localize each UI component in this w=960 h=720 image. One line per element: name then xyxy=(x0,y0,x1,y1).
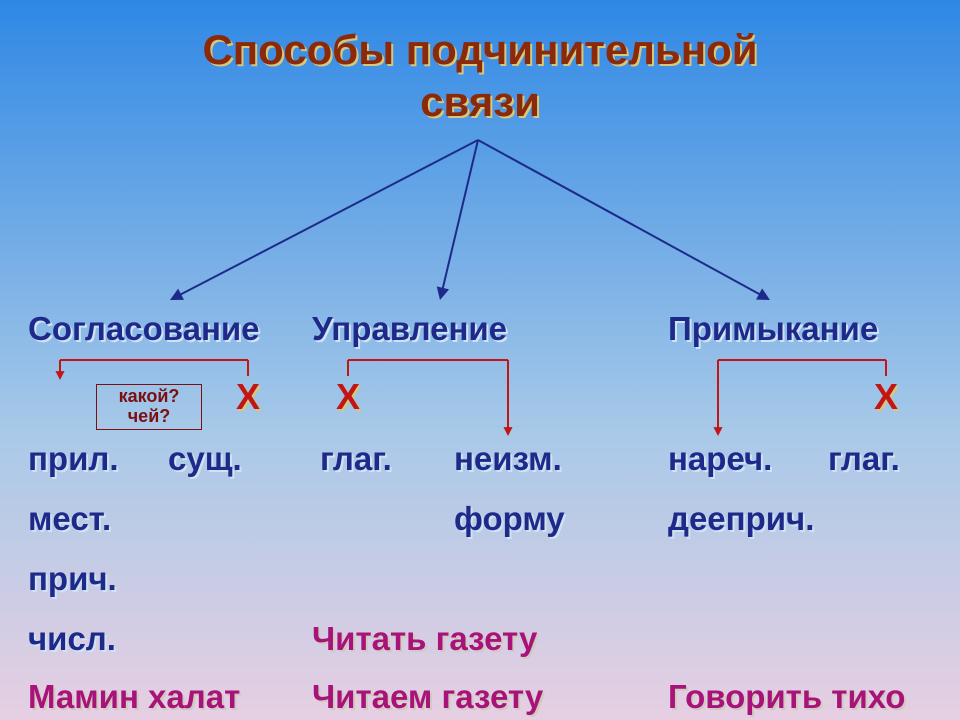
title-line-2: связи xyxy=(0,78,960,126)
body-label-7: форму xyxy=(454,500,565,538)
slide-canvas: { "layout": { "width": 960, "height": 72… xyxy=(0,0,960,720)
question-box-line2: чей? xyxy=(97,407,201,427)
question-box-line1: какой? xyxy=(97,387,201,407)
example-label-0: Читать газету xyxy=(312,620,537,658)
column-header-0: Согласование xyxy=(28,310,260,348)
example-label-1: Мамин халат xyxy=(28,678,240,716)
body-label-3: неизм. xyxy=(454,440,562,478)
x-marker-2: Х xyxy=(874,376,898,418)
body-label-6: мест. xyxy=(28,500,111,538)
example-label-3: Говорить тихо xyxy=(668,678,905,716)
body-label-9: прич. xyxy=(28,560,117,598)
question-box: какой? чей? xyxy=(96,384,202,430)
x-marker-1: Х xyxy=(336,376,360,418)
title-line-1: Способы подчинительной xyxy=(0,26,960,74)
body-label-1: сущ. xyxy=(168,440,242,478)
body-label-2: глаг. xyxy=(320,440,392,478)
body-label-5: глаг. xyxy=(828,440,900,478)
x-marker-0: Х xyxy=(236,376,260,418)
column-header-2: Примыкание xyxy=(668,310,878,348)
body-label-10: числ. xyxy=(28,620,116,658)
body-label-0: прил. xyxy=(28,440,119,478)
body-label-8: дееприч. xyxy=(668,500,814,538)
example-label-2: Читаем газету xyxy=(312,678,543,716)
body-label-4: нареч. xyxy=(668,440,772,478)
column-header-1: Управление xyxy=(312,310,507,348)
